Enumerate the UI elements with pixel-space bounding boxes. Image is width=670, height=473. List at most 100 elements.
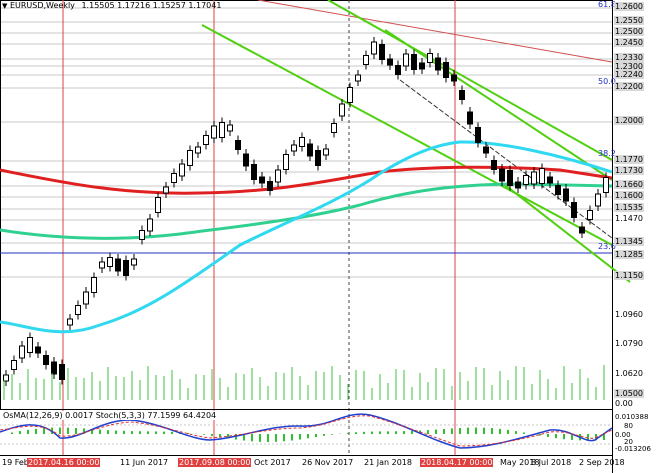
time-label-highlight: 2017.04.16 00:00 xyxy=(27,458,101,467)
price-label: 1.0790 xyxy=(615,339,643,348)
candle xyxy=(259,176,265,184)
candle xyxy=(131,258,137,266)
candle xyxy=(419,62,425,70)
price-label: 1.2240 xyxy=(614,70,644,79)
time-label: 26 Nov 2017 xyxy=(302,458,354,467)
time-label: Oct 2017 xyxy=(254,458,291,467)
time-label: 19 Feb 2017 xyxy=(2,458,52,467)
price-channel[interactable] xyxy=(201,0,631,283)
candle xyxy=(435,57,441,71)
time-label: 2 Sep 2018 xyxy=(579,458,625,467)
price-label: 1.2450 xyxy=(614,38,644,47)
candle xyxy=(571,202,577,218)
price-label: 0.00 xyxy=(615,399,633,408)
fib-label-382: 38.2 xyxy=(598,149,616,158)
dropdown-arrow-icon[interactable]: ▼ xyxy=(2,2,8,10)
candle xyxy=(499,168,505,182)
price-label: 1.1730 xyxy=(614,166,644,175)
time-label: May 2018 xyxy=(500,458,540,467)
osma-label: 0.010388 xyxy=(615,413,649,421)
candle xyxy=(387,58,393,66)
candle xyxy=(203,135,209,145)
time-label-highlight: 2017.09.08 00:00 xyxy=(178,458,252,467)
candle xyxy=(27,337,33,353)
candle xyxy=(379,44,385,60)
candle xyxy=(547,176,553,184)
candle xyxy=(83,291,89,305)
candlesticks xyxy=(3,37,609,386)
time-label: 8 Jul 2018 xyxy=(531,458,572,467)
candle xyxy=(179,163,185,177)
candle xyxy=(59,364,65,380)
candle xyxy=(195,146,201,154)
candle xyxy=(155,197,161,213)
price-label: 1.2300 xyxy=(614,62,644,71)
price-label: 1.2550 xyxy=(614,16,644,25)
price-label: 1.1150 xyxy=(614,271,644,280)
candle xyxy=(107,257,113,267)
stoch-label: 20 xyxy=(624,438,633,446)
candle xyxy=(283,154,289,170)
candle xyxy=(483,146,489,154)
candle xyxy=(523,175,529,185)
candle xyxy=(555,185,561,195)
candle xyxy=(315,150,321,166)
candle xyxy=(339,103,345,117)
candle xyxy=(11,360,17,370)
price-label: 1.2500 xyxy=(614,27,644,36)
candle xyxy=(411,54,417,70)
candle xyxy=(347,87,353,103)
candle xyxy=(187,150,193,166)
candle xyxy=(43,355,49,365)
price-label: 1.1600 xyxy=(614,191,644,200)
symbol-label: EURUSD,Weekly xyxy=(9,1,75,10)
candle xyxy=(19,345,25,359)
time-label: 11 Jun 2017 xyxy=(120,458,169,467)
price-label: 1.0500 xyxy=(614,389,644,398)
chart-frame xyxy=(0,0,613,410)
candle xyxy=(219,122,225,138)
osma-label: 0.00 xyxy=(615,431,631,439)
time-label-highlight: 2018.04.17 00:00 xyxy=(420,458,494,467)
price-label: 1.2600 xyxy=(614,2,644,11)
indicator-label: OsMA(12,26,9) 0.0017 Stoch(5,3,3) 77.159… xyxy=(3,411,217,420)
candle xyxy=(75,305,81,315)
candle xyxy=(507,170,513,186)
ema-slow-line xyxy=(0,165,613,195)
candle xyxy=(51,361,57,375)
price-axis: 1.2600 1.2550 1.2500 1.2450 1.2330 1.230… xyxy=(614,0,670,455)
fib-label-236: 23.6 xyxy=(598,242,616,251)
candle xyxy=(563,188,569,202)
candle xyxy=(307,143,313,157)
stoch-label: 80 xyxy=(624,422,633,430)
fib-label-618: 61.8 xyxy=(598,0,616,9)
time-label: 21 Jan 2018 xyxy=(364,458,412,467)
price-label: 1.1345 xyxy=(614,237,644,246)
time-axis: 19 Feb 2017 2017.04.16 00:00 11 Jun 2017… xyxy=(0,458,625,473)
candle xyxy=(99,261,105,269)
candle xyxy=(35,346,41,354)
candle xyxy=(443,62,449,78)
indicator-panel xyxy=(0,409,613,449)
fib-label-500: 50.0 xyxy=(598,77,616,86)
candle xyxy=(147,218,153,232)
candle xyxy=(459,90,465,100)
candle xyxy=(91,277,97,293)
candle xyxy=(115,258,121,272)
candle xyxy=(427,53,433,63)
price-label: 1.2000 xyxy=(614,116,644,125)
candle xyxy=(3,374,9,382)
ema-mid-line xyxy=(0,182,613,240)
candle xyxy=(491,160,497,170)
candle xyxy=(475,127,481,143)
ohlc-values: 1.15505 1.17216 1.15257 1.17041 xyxy=(81,1,222,10)
candle xyxy=(211,125,217,139)
trend-line[interactable] xyxy=(257,0,613,63)
ema-fast-line xyxy=(0,140,613,334)
candle xyxy=(579,226,585,234)
candle xyxy=(235,140,241,150)
candle xyxy=(595,193,601,207)
candle xyxy=(123,260,129,276)
